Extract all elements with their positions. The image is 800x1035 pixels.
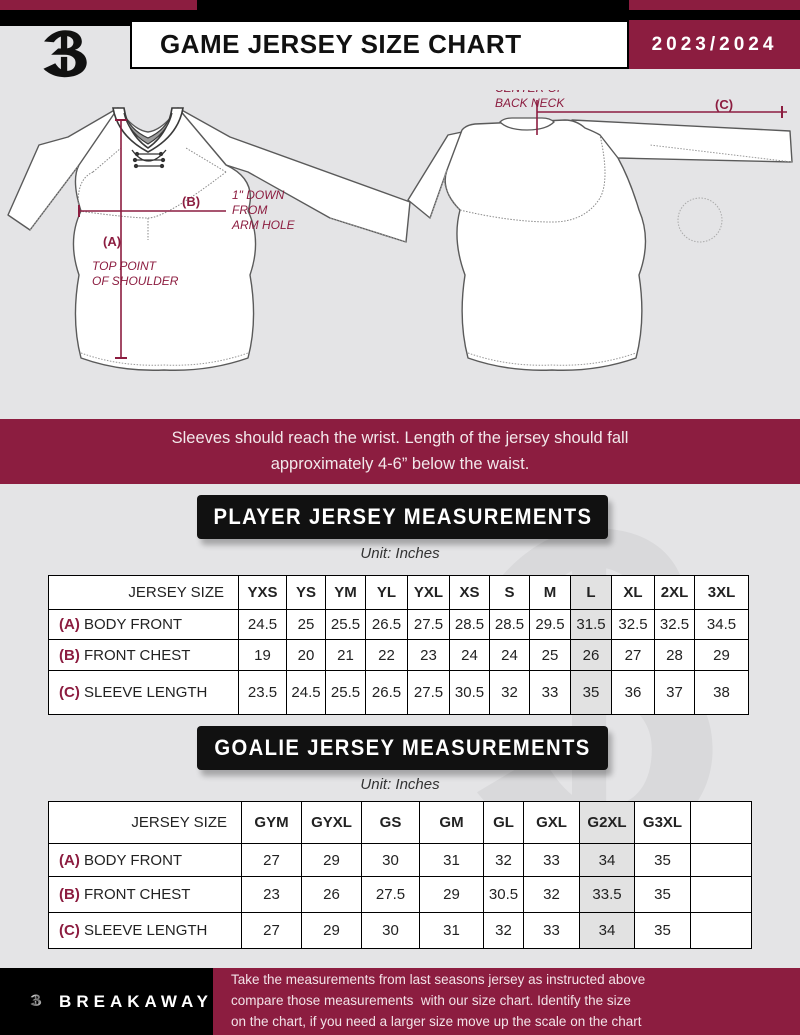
svg-text:(B): (B) [182, 194, 200, 209]
svg-text:ARM HOLE: ARM HOLE [231, 218, 296, 232]
svg-text:1" DOWN: 1" DOWN [232, 188, 285, 202]
svg-text:FROM: FROM [232, 203, 267, 217]
svg-text:TOP POINT: TOP POINT [92, 259, 158, 273]
svg-text:CENTER OF: CENTER OF [495, 90, 565, 95]
svg-text:(C): (C) [715, 97, 733, 112]
svg-text:BACK NECK: BACK NECK [495, 96, 565, 110]
svg-text:OF SHOULDER: OF SHOULDER [92, 274, 179, 288]
svg-text:(A): (A) [103, 234, 121, 249]
